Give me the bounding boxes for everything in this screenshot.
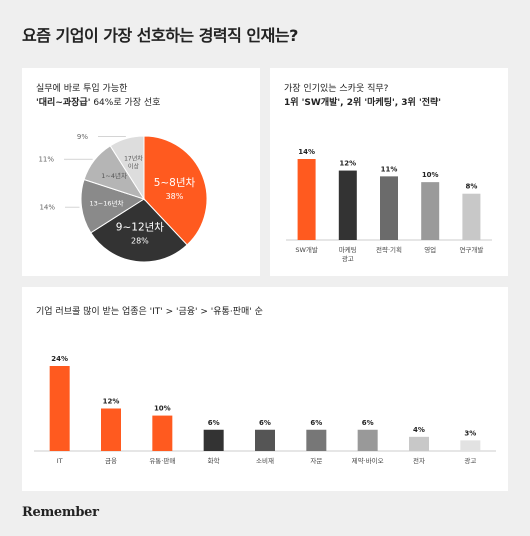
- pie-slice-label: 5~8년차: [154, 177, 196, 189]
- bar: [203, 429, 224, 451]
- bar: [49, 366, 70, 451]
- bar: [297, 159, 316, 240]
- bar-value-label: 12%: [103, 398, 120, 406]
- pie-outer-value: 14%: [39, 204, 55, 212]
- bar-value-label: 4%: [413, 426, 425, 434]
- bar-category-label: 유통·판매: [149, 456, 175, 465]
- pie-slice: [80, 178, 146, 234]
- bar-category-label: 화학: [208, 456, 220, 465]
- bar-category-label: 마케팅: [339, 245, 357, 254]
- bar: [306, 429, 327, 451]
- bar-value-label: 3%: [464, 429, 476, 437]
- bar-value-label: 10%: [154, 405, 171, 413]
- pie-outer-value: 9%: [77, 133, 88, 141]
- bar: [409, 436, 429, 451]
- pie-slice-label: 이상: [128, 163, 140, 171]
- bar-value-label: 10%: [422, 171, 439, 179]
- bar-value-label: 12%: [339, 160, 356, 168]
- job-subtitle-line2: 1위 'SW개발', 2위 '마케팅', 3위 '전략': [284, 98, 442, 108]
- bar-value-label: 8%: [465, 183, 477, 191]
- pie-slice-value: 38%: [166, 192, 184, 201]
- bar-category-label: 금융: [105, 457, 117, 465]
- job-chart-subtitle: 가장 인기있는 스카웃 직무? 1위 'SW개발', 2위 '마케팅', 3위 …: [284, 82, 441, 110]
- pie-slice-label: 1~4년차: [101, 171, 127, 180]
- bar-value-label: 6%: [208, 419, 220, 427]
- pie-subtitle-rest: 64%로 가장 선호: [90, 98, 161, 108]
- bar: [380, 176, 398, 240]
- pie-slice-value: 28%: [131, 237, 149, 246]
- page-title: 요즘 기업이 가장 선호하는 경력직 인재는?: [22, 26, 298, 45]
- bar-value-label: 6%: [259, 419, 271, 427]
- bar-category-label: 전략·기획: [376, 245, 402, 254]
- pie-outer-value: 11%: [38, 156, 54, 164]
- bar-category-label: 영업: [424, 245, 436, 254]
- job-bar-chart-card: 가장 인기있는 스카웃 직무? 1위 'SW개발', 2위 '마케팅', 3위 …: [270, 68, 508, 276]
- job-subtitle-line1: 가장 인기있는 스카웃 직무?: [284, 84, 389, 94]
- bar-category-label: 소비재: [256, 456, 274, 465]
- bar-category-label: 제약·바이오: [352, 456, 384, 465]
- bar: [338, 170, 357, 240]
- pie-slice: [90, 198, 188, 263]
- bar: [460, 440, 481, 451]
- brand-logo: Remember: [22, 505, 99, 520]
- bar-category-label: IT: [57, 457, 63, 465]
- pie-slice: [143, 135, 208, 246]
- industry-bar-chart-card: 기업 러브콜 많이 받는 업종은 'IT' > '금융' > '유통·판매' 순…: [22, 287, 508, 491]
- bar-value-label: 14%: [298, 148, 315, 156]
- pie-chart: 5~8년차 38% 9~12년차 28% 13~16년차 14% 1~4년차 11% 17년차이…: [38, 133, 208, 263]
- bar: [152, 415, 173, 451]
- bar-category-label: 전자: [413, 456, 425, 465]
- bar: [101, 408, 121, 451]
- bar: [421, 182, 440, 240]
- bar: [462, 193, 481, 240]
- pie-chart-subtitle: 실무에 바로 투입 가능한 '대리~과장급' 64%로 가장 선호: [36, 82, 160, 110]
- bar-category-label: 광고: [464, 457, 476, 465]
- bar-category-label: 자문: [310, 456, 322, 465]
- bar-category-label: SW개발: [295, 245, 318, 254]
- industry-chart-subtitle: 기업 러브콜 많이 받는 업종은 'IT' > '금융' > '유통·판매' 순: [36, 307, 263, 317]
- pie-slice-label: 17년차: [124, 155, 143, 163]
- pie-subtitle-line1: 실무에 바로 투입 가능한: [36, 84, 128, 94]
- bar-value-label: 6%: [362, 419, 374, 427]
- bar: [255, 429, 275, 451]
- bar-category-label: 광고: [342, 255, 354, 263]
- industry-bar-chart: 24% IT 12% 금융 10% 유통·판매 6% 화학 6% 소비재 6% 자문 6% 제약·바이오 4…: [34, 355, 496, 465]
- pie-chart-card: 실무에 바로 투입 가능한 '대리~과장급' 64%로 가장 선호 5~8년차 3…: [22, 68, 260, 276]
- pie-subtitle-bold: '대리~과장급': [36, 98, 91, 108]
- bar-value-label: 11%: [381, 165, 398, 173]
- pie-slice-label: 13~16년차: [90, 199, 124, 208]
- pie-slice: [109, 135, 145, 201]
- bar-value-label: 6%: [310, 419, 322, 427]
- bar-category-label: 연구개발: [459, 245, 483, 254]
- bar: [357, 429, 378, 451]
- pie-slice-label: 9~12년차: [116, 222, 164, 234]
- bar-value-label: 24%: [51, 355, 68, 363]
